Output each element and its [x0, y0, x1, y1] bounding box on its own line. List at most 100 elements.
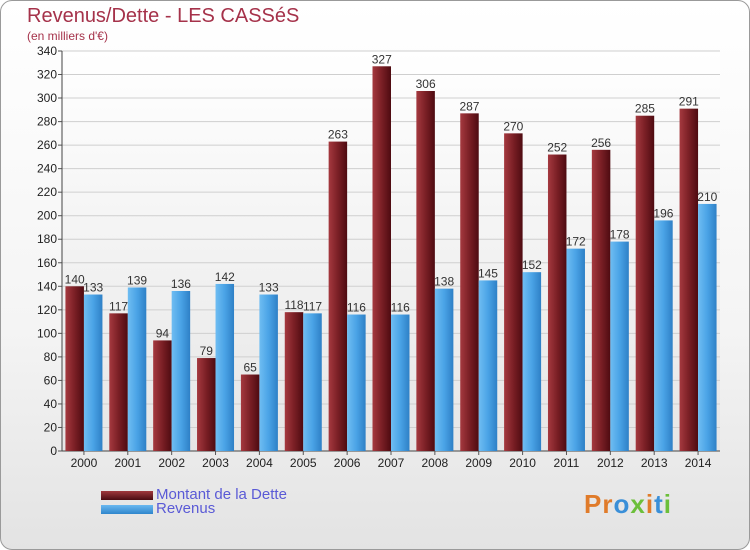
data-label-dette: 327: [372, 52, 392, 66]
bar-dette: [547, 154, 567, 451]
y-tick-label: 20: [44, 420, 58, 434]
x-tick-label: 2002: [158, 456, 185, 470]
x-tick-label: 2005: [290, 456, 317, 470]
data-label-dette: 79: [200, 344, 214, 358]
bar-revenus: [610, 241, 629, 451]
data-label-revenus: 139: [127, 273, 147, 287]
bar-dette: [416, 91, 435, 451]
y-tick-label: 340: [37, 44, 57, 58]
x-tick-label: 2006: [334, 456, 361, 470]
bar-revenus: [127, 287, 147, 451]
y-tick-label: 240: [37, 162, 57, 176]
data-label-dette: 65: [243, 361, 257, 375]
bar-dette: [504, 133, 523, 451]
bar-revenus: [522, 272, 542, 451]
data-label-revenus: 133: [83, 281, 103, 295]
data-label-revenus: 138: [434, 275, 454, 289]
y-tick-label: 120: [37, 303, 57, 317]
logo-letter: r: [602, 489, 614, 519]
data-label-dette: 117: [109, 299, 128, 313]
data-label-dette: 291: [679, 95, 699, 109]
y-tick-label: 60: [44, 373, 58, 387]
bar-revenus: [83, 294, 103, 451]
y-tick-label: 80: [44, 350, 58, 364]
bar-dette: [197, 358, 216, 451]
data-label-revenus: 116: [347, 301, 366, 315]
data-label-dette: 263: [328, 128, 348, 142]
x-tick-label: 2001: [114, 456, 141, 470]
bar-dette: [328, 141, 348, 451]
bar-revenus: [171, 291, 191, 451]
x-tick-label: 2008: [422, 456, 449, 470]
data-label-revenus: 133: [259, 281, 279, 295]
x-tick-label: 2007: [378, 456, 405, 470]
data-label-revenus: 196: [653, 206, 673, 220]
bar-dette: [372, 66, 391, 451]
data-label-dette: 118: [284, 298, 303, 312]
bar-dette: [153, 340, 172, 451]
bar-dette: [635, 115, 655, 452]
chart-subtitle: (en milliers d'€): [27, 29, 108, 43]
data-label-revenus: 172: [566, 235, 586, 249]
logo-letter: i: [663, 489, 672, 519]
bar-revenus: [303, 313, 322, 451]
data-label-dette: 287: [459, 99, 479, 113]
x-tick-label: 2014: [685, 456, 712, 470]
data-label-dette: 140: [65, 272, 85, 286]
y-tick-label: 160: [37, 256, 57, 270]
y-tick-label: 100: [37, 326, 57, 340]
data-label-revenus: 178: [610, 228, 630, 242]
bar-dette: [679, 108, 699, 451]
data-label-dette: 270: [503, 119, 523, 133]
legend-swatch-revenus: [101, 505, 153, 514]
y-tick-label: 260: [37, 138, 57, 152]
bar-revenus: [391, 314, 410, 451]
data-label-revenus: 152: [522, 258, 542, 272]
legend-label-dette: Montant de la Dette: [156, 486, 287, 503]
data-label-dette: 94: [156, 326, 170, 340]
y-tick-label: 320: [37, 68, 57, 82]
data-label-dette: 306: [416, 77, 436, 91]
logo-letter: o: [613, 489, 631, 519]
y-tick-label: 200: [37, 209, 57, 223]
proxiti-logo: Proxiti: [584, 489, 672, 520]
data-label-revenus: 117: [303, 299, 322, 313]
data-label-revenus: 210: [697, 190, 717, 204]
data-label-dette: 285: [635, 102, 655, 116]
logo-letter: t: [654, 489, 664, 519]
bar-revenus: [654, 220, 673, 451]
bar-dette: [284, 312, 304, 451]
bar-revenus: [347, 314, 366, 451]
data-label-revenus: 142: [215, 270, 235, 284]
bar-revenus: [215, 283, 235, 451]
x-tick-label: 2004: [246, 456, 273, 470]
x-tick-label: 2013: [641, 456, 668, 470]
data-label-revenus: 145: [478, 266, 498, 280]
x-tick-label: 2011: [554, 456, 580, 470]
bar-revenus: [259, 294, 278, 451]
y-tick-label: 140: [37, 279, 57, 293]
bar-dette: [460, 113, 479, 452]
x-tick-label: 2009: [465, 456, 492, 470]
legend-swatch-dette: [101, 491, 153, 500]
x-tick-label: 2012: [597, 456, 624, 470]
bar-revenus: [434, 288, 454, 451]
bar-dette: [65, 286, 84, 451]
bar-revenus: [566, 248, 585, 451]
bar-revenus: [478, 280, 498, 451]
legend-label-revenus: Revenus: [156, 500, 216, 517]
y-tick-label: 280: [37, 115, 57, 129]
y-tick-label: 0: [50, 444, 57, 458]
data-label-dette: 252: [547, 141, 567, 155]
x-tick-label: 2000: [71, 456, 98, 470]
data-label-revenus: 136: [171, 277, 191, 291]
logo-letter: x: [630, 489, 646, 519]
logo-letter: i: [645, 489, 655, 519]
data-label-revenus: 116: [391, 301, 410, 315]
bar-dette: [240, 374, 260, 451]
logo-letter: P: [584, 489, 603, 519]
x-tick-label: 2003: [202, 456, 229, 470]
y-tick-label: 220: [37, 185, 57, 199]
